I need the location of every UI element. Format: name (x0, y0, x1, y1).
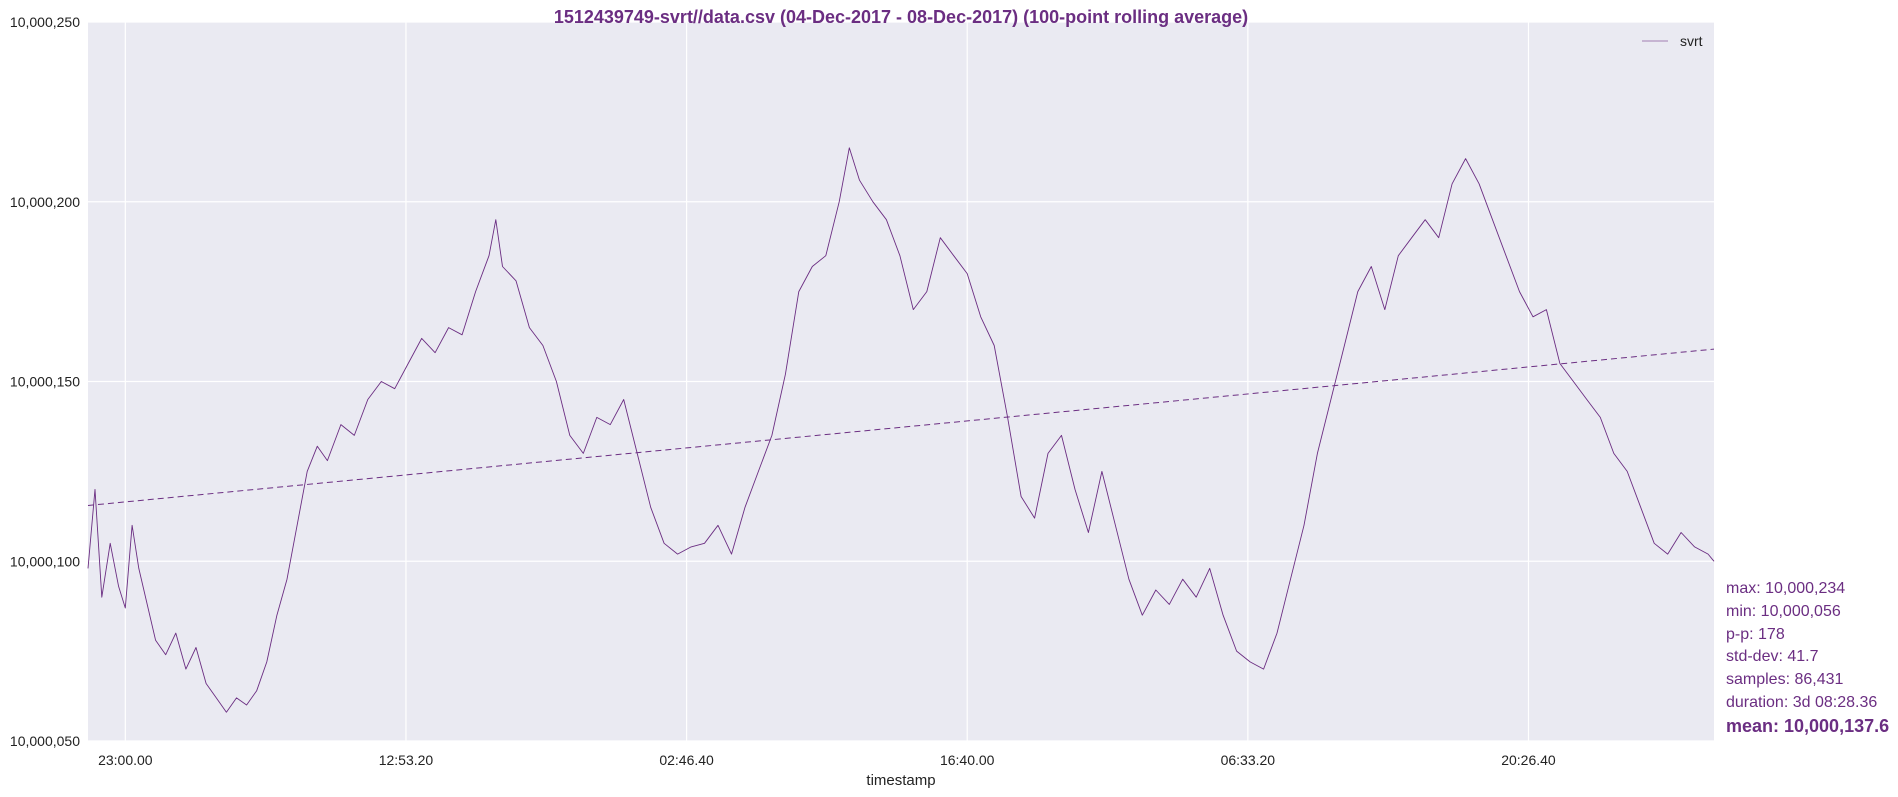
x-tick-label: 20:26.40 (1501, 752, 1556, 768)
x-axis: 23:00.00 12:53.20 02:46.40 16:40.00 06:33.20… (98, 752, 1556, 768)
grid-lines (88, 21, 1714, 742)
x-tick-label: 02:46.40 (659, 752, 714, 768)
series-line-svrt (87, 147, 1715, 713)
stat-max: max: 10,000,234 (1726, 580, 1846, 597)
legend-entry-svrt: svrt (1680, 33, 1703, 49)
stats-panel: max: 10,000,234 min: 10,000,056 p-p: 178… (1726, 578, 1898, 738)
stat-min: min: 10,000,056 (1726, 602, 1841, 620)
x-tick-label: 12:53.20 (379, 752, 434, 768)
y-tick-label: 10,000,150 (10, 374, 80, 390)
x-tick-label: 06:33.20 (1221, 752, 1276, 768)
stat-std-dev: std-dev: 41.7 (1726, 648, 1819, 666)
x-tick-label: 16:40.00 (940, 752, 995, 768)
x-axis-label: timestamp (866, 772, 935, 789)
stat-duration: duration: 3d 08:28.36 (1726, 693, 1878, 711)
stat-samples: samples: 86,431 (1726, 671, 1844, 689)
legend: svrt (1642, 33, 1703, 49)
x-tick-label: 23:00.00 (98, 752, 153, 768)
y-tick-label: 10,000,050 (10, 733, 80, 749)
y-axis: 10,000,050 10,000,100 10,000,150 10,000,200… (10, 14, 80, 749)
chart-title: 1512439749-svrt//data.csv (04-Dec-2017 -… (554, 7, 1248, 27)
y-tick-label: 10,000,200 (10, 194, 80, 210)
stat-mean: mean: 10,000,137.6 (1726, 715, 1890, 736)
trend-line (87, 348, 1715, 506)
series-layer (87, 147, 1715, 713)
y-tick-label: 10,000,100 (10, 553, 80, 569)
y-tick-label: 10,000,250 (10, 14, 80, 30)
stat-pp: p-p: 178 (1726, 625, 1785, 643)
